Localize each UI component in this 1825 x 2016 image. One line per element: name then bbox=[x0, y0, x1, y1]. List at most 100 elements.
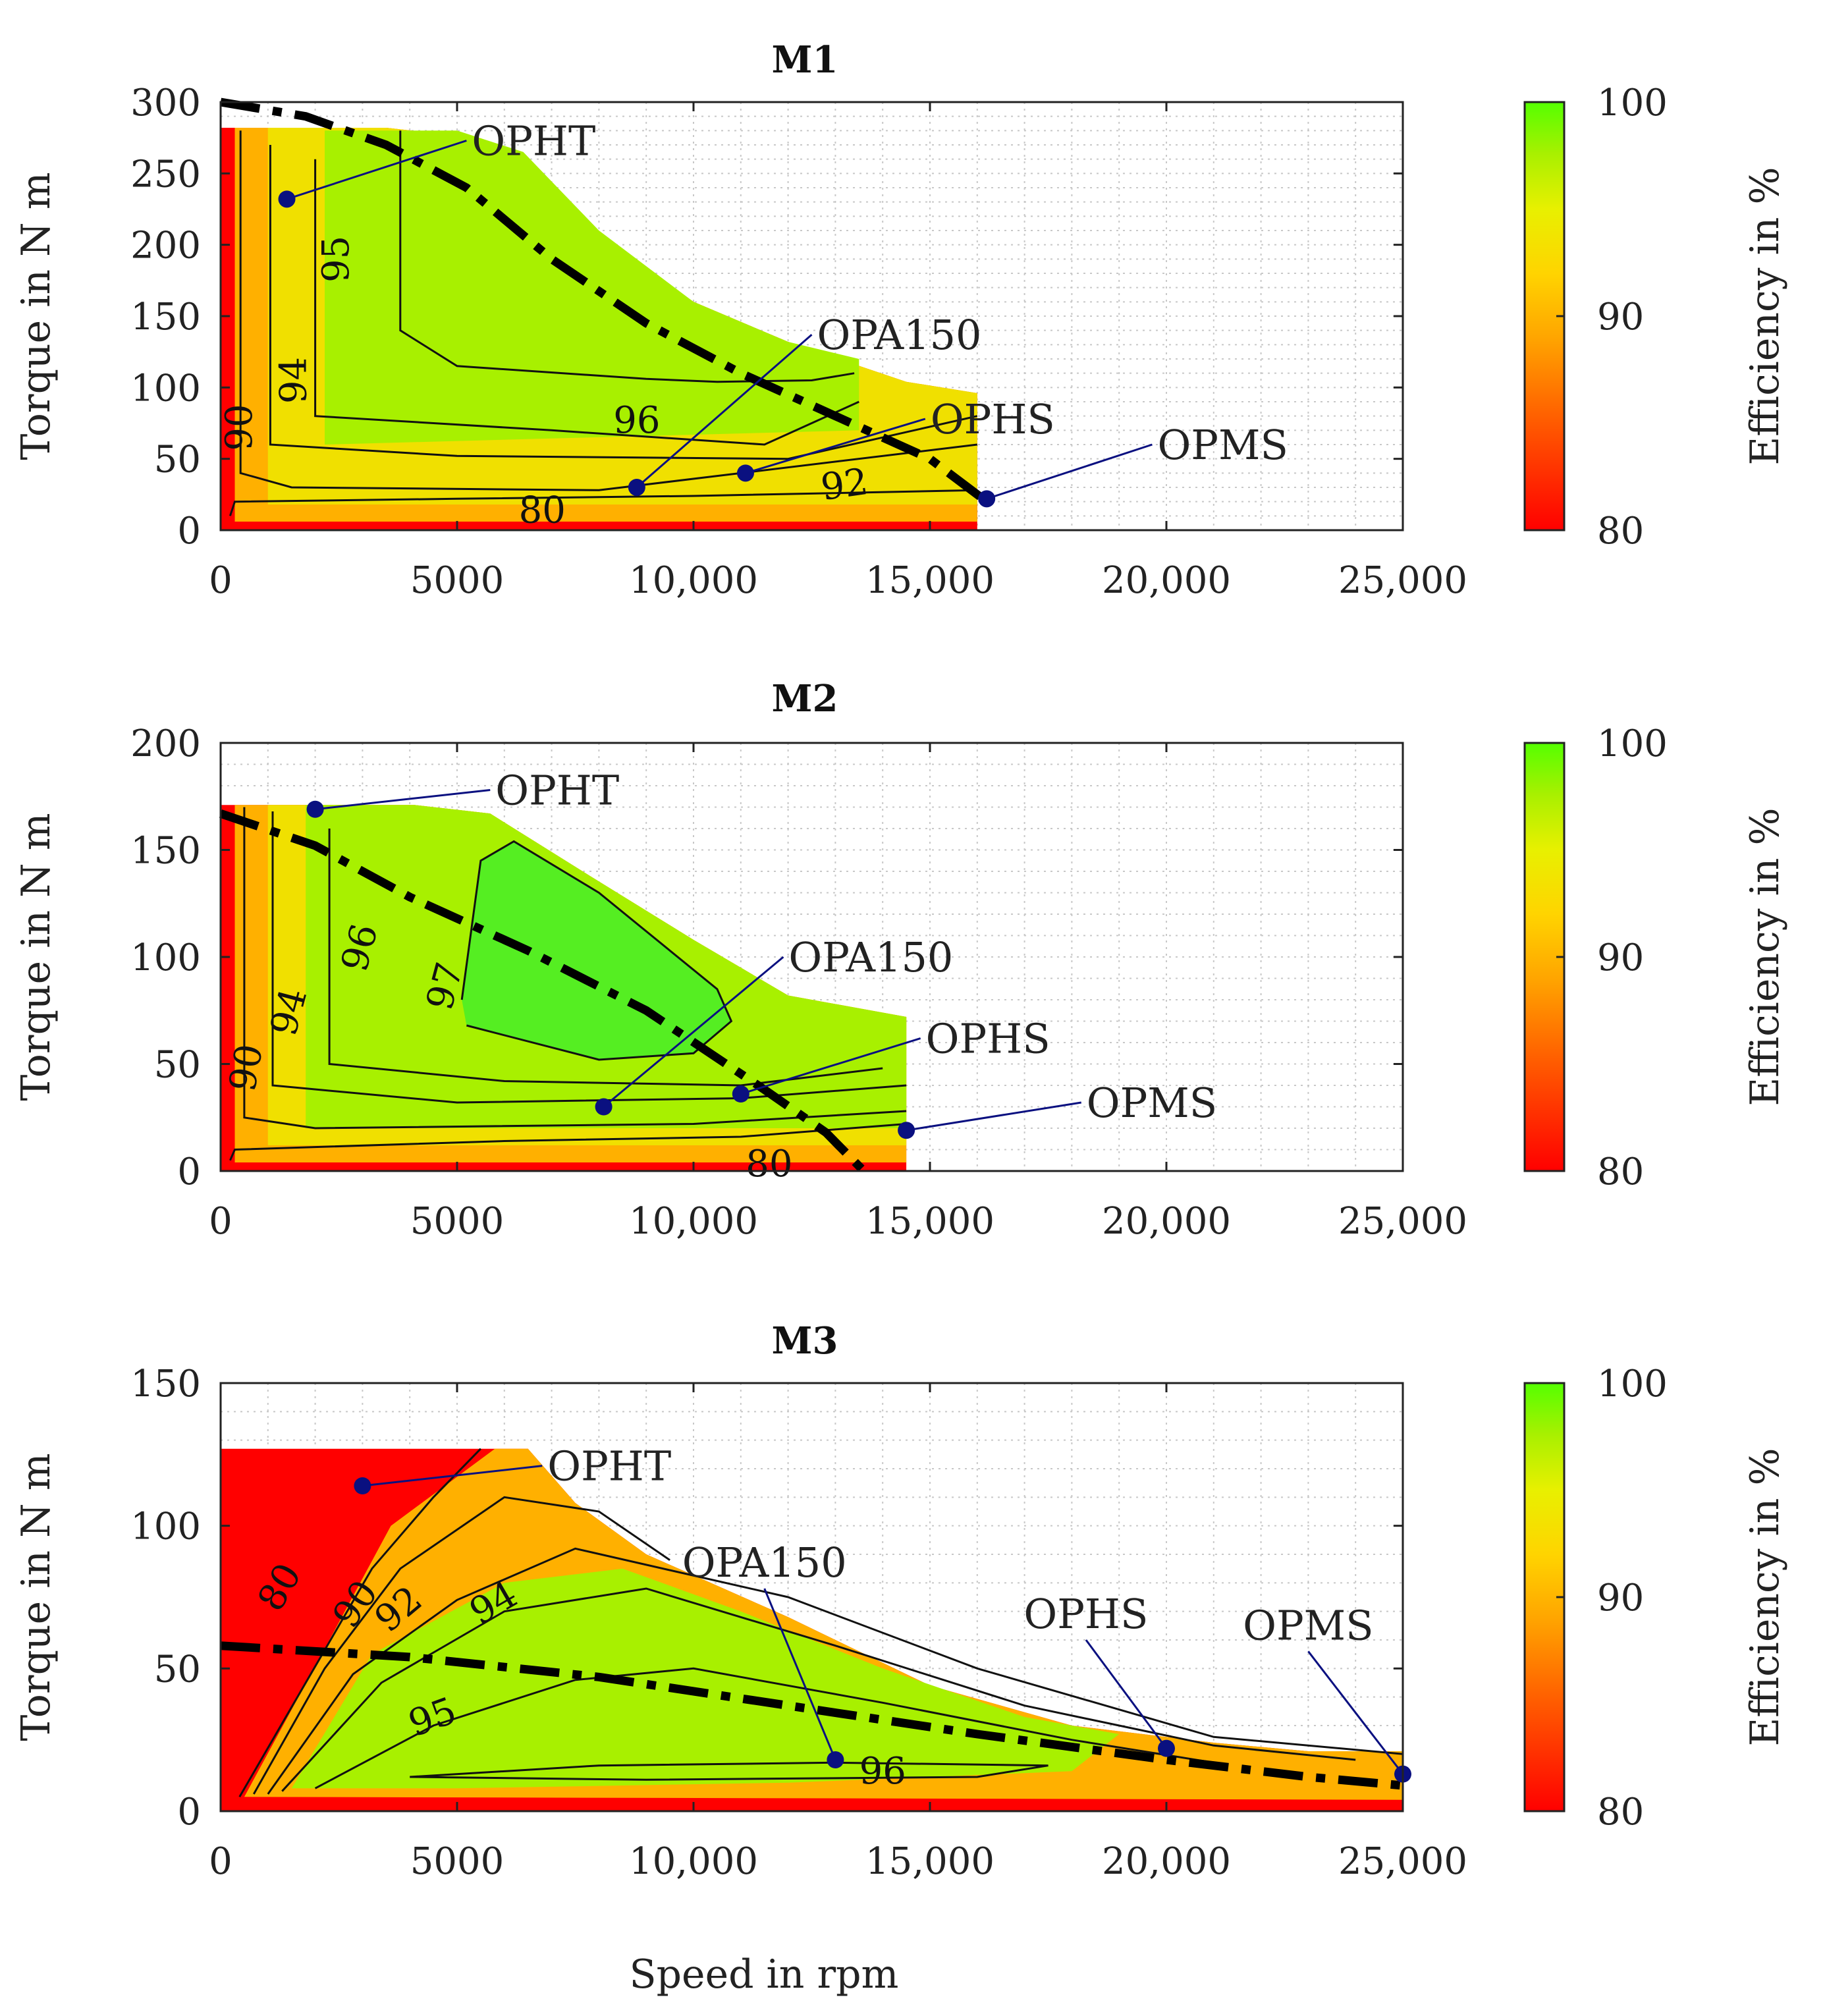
chart-m1-op-leader bbox=[986, 443, 1153, 500]
chart-m1-op-label: OPMS bbox=[1157, 421, 1288, 469]
chart-m1-contour-95 bbox=[314, 159, 859, 446]
chart-m1-op-marker bbox=[736, 464, 754, 482]
chart-m2-xtick-label: 0 bbox=[209, 1200, 232, 1243]
chart-m2-op-leader bbox=[740, 1037, 921, 1095]
chart-m3-op-label: OPHS bbox=[1023, 1590, 1148, 1638]
chart-m2-colorbar-tick-label: 90 bbox=[1597, 937, 1644, 979]
chart-m1-op-leader bbox=[636, 334, 813, 489]
chart-m1-op-leader bbox=[286, 140, 467, 200]
chart-m3-xtick-label: 20,000 bbox=[1102, 1840, 1231, 1883]
chart-m1-xtick-label: 20,000 bbox=[1102, 559, 1231, 602]
chart-m3-colorbar-tick-label: 90 bbox=[1597, 1577, 1644, 1620]
chart-m1-contour-label: 95 bbox=[315, 236, 358, 283]
chart-m3-ytick-label: 50 bbox=[154, 1648, 201, 1691]
chart-m2-contour-97 bbox=[460, 840, 733, 1061]
chart-m1-contour-96 bbox=[399, 130, 855, 383]
chart-m2-colorbar-tick-label: 100 bbox=[1597, 722, 1668, 765]
chart-m1-colorbar-label: Efficiency in % bbox=[1742, 167, 1788, 465]
chart-m3-op-marker bbox=[1158, 1739, 1175, 1757]
chart-m2-op-leader bbox=[315, 789, 491, 811]
chart-m3-contour-90 bbox=[252, 1496, 670, 1795]
chart-m1-op-marker bbox=[628, 479, 645, 496]
chart-m3-top-efficiency-region bbox=[291, 1568, 1120, 1789]
chart-m2-ytick-label: 50 bbox=[154, 1044, 201, 1087]
chart-m1-contour-90 bbox=[239, 130, 977, 491]
chart-m1-ytick-label: 0 bbox=[177, 510, 201, 553]
chart-m2-op-label: OPMS bbox=[1087, 1079, 1218, 1127]
chart-m3-ylabel: Torque in N m bbox=[13, 1453, 59, 1741]
chart-m1-title: M1 bbox=[772, 38, 838, 82]
chart-m3-ytick-label: 100 bbox=[130, 1506, 201, 1548]
chart-m2-op-label: OPHT bbox=[495, 767, 619, 815]
chart-m2-op-opht: OPHT bbox=[306, 767, 619, 818]
chart-m2-op-ophs: OPHS bbox=[732, 1015, 1050, 1103]
chart-m1-op-label: OPA150 bbox=[817, 311, 982, 359]
chart-m2-ylabel: Torque in N m bbox=[13, 813, 59, 1101]
chart-m3-colorbar-tick-label: 80 bbox=[1597, 1791, 1644, 1834]
chart-m2-op-opa150: OPA150 bbox=[595, 933, 953, 1116]
chart-m1-xtick-label: 0 bbox=[209, 559, 232, 602]
chart-m3-op-label: OPHT bbox=[547, 1442, 671, 1490]
chart-m2-contour-label: 80 bbox=[746, 1143, 792, 1185]
chart-m3-axes-box bbox=[219, 1382, 1404, 1812]
chart-m3-xtick-label: 5000 bbox=[410, 1840, 504, 1883]
chart-m3-op-label: OPA150 bbox=[682, 1539, 847, 1587]
chart-m1-op-marker bbox=[978, 490, 996, 508]
chart-m1-colorbar-tick-label: 90 bbox=[1597, 296, 1644, 339]
chart-m1-xtick-label: 15,000 bbox=[865, 559, 994, 602]
chart-m2-contour-80 bbox=[229, 1123, 907, 1161]
chart-m2-op-label: OPA150 bbox=[788, 933, 953, 981]
chart-m2-max-torque-line bbox=[219, 809, 867, 1174]
chart-m3-op-leader bbox=[1085, 1639, 1168, 1749]
chart-m1-contour-label: 94 bbox=[272, 357, 315, 404]
chart-m2-xtick-label: 15,000 bbox=[865, 1200, 994, 1243]
chart-m1-contour-label: 96 bbox=[613, 399, 660, 442]
chart-m2-contour-94 bbox=[271, 811, 907, 1104]
chart-m3-xtick-label: 15,000 bbox=[865, 1840, 994, 1883]
chart-m1-op-leader bbox=[745, 418, 926, 474]
chart-m3-op-ophs: OPHS bbox=[1023, 1590, 1175, 1757]
chart-m3-ytick-label: 150 bbox=[130, 1363, 201, 1405]
chart-m2-ytick-label: 100 bbox=[130, 937, 201, 979]
chart-m3-xtick-label: 0 bbox=[209, 1840, 232, 1883]
chart-m2-op-leader bbox=[906, 1101, 1081, 1131]
chart-m3-op-opht: OPHT bbox=[354, 1442, 671, 1494]
chart-m3-op-label: OPMS bbox=[1243, 1601, 1374, 1649]
chart-m2-op-marker bbox=[306, 800, 324, 818]
chart-m1-contour-label: 90 bbox=[218, 404, 261, 450]
chart-m2-ytick-label: 150 bbox=[130, 830, 201, 873]
chart-m1-xtick-label: 5000 bbox=[410, 559, 504, 602]
chart-m3-xtick-label: 10,000 bbox=[629, 1840, 758, 1883]
chart-m1-max-torque-line bbox=[219, 97, 990, 505]
chart-m3-title: M3 bbox=[772, 1319, 838, 1363]
chart-m2-op-marker bbox=[732, 1085, 749, 1103]
chart-m1-ytick-label: 250 bbox=[130, 153, 201, 196]
chart-m2-title: M2 bbox=[772, 677, 838, 721]
chart-m1-op-label: OPHT bbox=[472, 117, 595, 165]
chart-m3-op-leader bbox=[763, 1588, 836, 1760]
chart-m1-colorbar-tick-label: 100 bbox=[1597, 82, 1668, 124]
chart-m2-contour-90 bbox=[243, 807, 907, 1130]
chart-m3-op-marker bbox=[354, 1477, 371, 1494]
chart-m3-xlabel: Speed in rpm bbox=[630, 1951, 899, 1998]
chart-m2-ytick-label: 200 bbox=[130, 722, 201, 765]
chart-m2-xtick-label: 20,000 bbox=[1102, 1200, 1231, 1243]
chart-m3-contour-92 bbox=[267, 1547, 1403, 1795]
chart-m3-colorbar-tick-label: 100 bbox=[1597, 1363, 1668, 1405]
chart-m2-xtick-label: 10,000 bbox=[629, 1200, 758, 1243]
chart-m2-colorbar-label: Efficiency in % bbox=[1742, 807, 1788, 1106]
chart-m3-max-torque-line bbox=[220, 1641, 1403, 1790]
chart-m2-op-marker bbox=[898, 1122, 915, 1139]
chart-m1-op-opms: OPMS bbox=[978, 421, 1288, 508]
chart-m1-ytick-label: 150 bbox=[130, 296, 201, 339]
chart-m2-op-opms: OPMS bbox=[898, 1079, 1217, 1139]
chart-m1-colorbar-tick-label: 80 bbox=[1597, 510, 1644, 553]
chart-m2-xtick-label: 5000 bbox=[410, 1200, 504, 1243]
chart-m2-ytick-label: 0 bbox=[177, 1151, 201, 1193]
chart-m3-contour-95 bbox=[314, 1667, 1214, 1789]
